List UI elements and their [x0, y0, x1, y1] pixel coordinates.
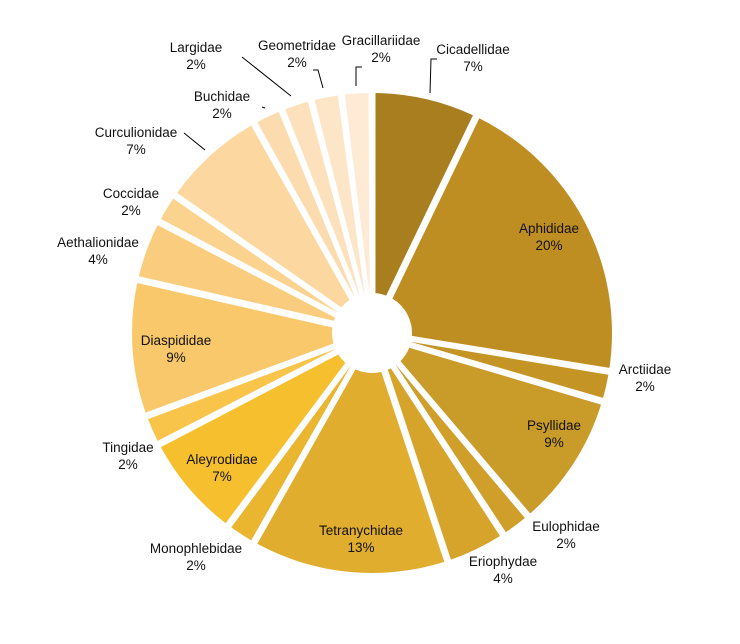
slice-percent-psyllidae: 9% [544, 435, 564, 450]
slice-label-buchidae: Buchidae [194, 89, 250, 104]
slice-label-eriophydae: Eriophydae [469, 554, 537, 569]
slice-label-curculionidae: Curculionidae [95, 125, 178, 140]
slice-percent-buchidae: 2% [212, 106, 232, 121]
slice-label-aethalionidae: Aethalionidae [57, 235, 139, 250]
slice-percent-geometridae: 2% [287, 55, 307, 70]
slice-percent-monophlebidae: 2% [186, 558, 206, 573]
slice-percent-diaspididae: 9% [166, 350, 186, 365]
slice-label-aphididae: Aphididae [519, 221, 579, 236]
slice-label-arctiidae: Arctiidae [619, 362, 672, 377]
slice-label-diaspididae: Diaspididae [141, 333, 212, 348]
leader-line-geometridae [313, 69, 324, 89]
pie-slice-curculionidae [177, 125, 350, 308]
slice-percent-gracillariidae: 2% [371, 50, 391, 65]
slice-label-largidae: Largidae [170, 40, 223, 55]
slice-percent-largidae: 2% [186, 57, 206, 72]
slice-percent-tetranychidae: 13% [347, 540, 374, 555]
pie-slice-arctiidae [410, 341, 609, 398]
pie-slice-aphididae [392, 118, 613, 368]
pie-slice-geometridae [314, 95, 365, 294]
slice-percent-cicadellidae: 7% [463, 59, 483, 74]
pie-slice-buchidae [257, 111, 355, 297]
slice-percent-aethalionidae: 4% [88, 252, 108, 267]
pie-slice-coccidae [160, 198, 338, 313]
pie-slice-cicadellidae [375, 93, 473, 296]
pie-slice-tetranychidae [257, 369, 445, 574]
slice-percent-coccidae: 2% [121, 203, 141, 218]
slice-label-gracillariidae: Gracillariidae [342, 33, 421, 48]
slice-label-aleyrodidae: Aleyrodidae [186, 452, 257, 467]
slice-label-eulophidae: Eulophidae [532, 519, 600, 534]
pie-slice-gracillariidae [344, 93, 370, 294]
slice-percent-tingidae: 2% [118, 457, 138, 472]
slice-label-tetranychidae: Tetranychidae [319, 523, 403, 538]
slice-label-cicadellidae: Cicadellidae [436, 42, 510, 57]
pie-slice-diaspididae [132, 283, 334, 413]
slice-percent-arctiidae: 2% [635, 379, 655, 394]
pie-slice-aleyrodidae [160, 354, 346, 524]
slice-label-monophlebidae: Monophlebidae [150, 541, 242, 556]
slice-percent-aphididae: 20% [535, 238, 562, 253]
slice-labels: Cicadellidae 7% Aphididae 20% Arctiidae 2% Psy… [57, 33, 671, 586]
pie-slice-eulophidae [395, 365, 525, 533]
slice-label-tingidae: Tingidae [102, 440, 153, 455]
leader-line-cicadellidae [429, 58, 437, 94]
leader-line-gracillariidae [355, 66, 362, 86]
slice-percent-aleyrodidae: 7% [212, 469, 232, 484]
pie-slice-eriophydae [387, 368, 500, 560]
leader-line-curculionidae [183, 132, 206, 151]
leader-line-largidae [241, 56, 292, 97]
slice-label-coccidae: Coccidae [103, 186, 159, 201]
pie-slice-monophlebidae [231, 366, 351, 541]
leader-line-buchidae [261, 106, 266, 109]
slice-label-psyllidae: Psyllidae [527, 418, 581, 433]
slice-label-geometridae: Geometridae [258, 38, 336, 53]
pie-slices [132, 93, 613, 574]
slice-percent-curculionidae: 7% [126, 142, 146, 157]
pie-slice-aethalionidae [138, 225, 336, 321]
slice-percent-eriophydae: 4% [493, 571, 513, 586]
pie-slice-tingidae [148, 349, 336, 441]
pie-slice-largidae [285, 101, 360, 296]
slice-percent-eulophidae: 2% [556, 536, 576, 551]
pie-slice-psyllidae [400, 347, 602, 514]
leader-lines [183, 56, 437, 151]
